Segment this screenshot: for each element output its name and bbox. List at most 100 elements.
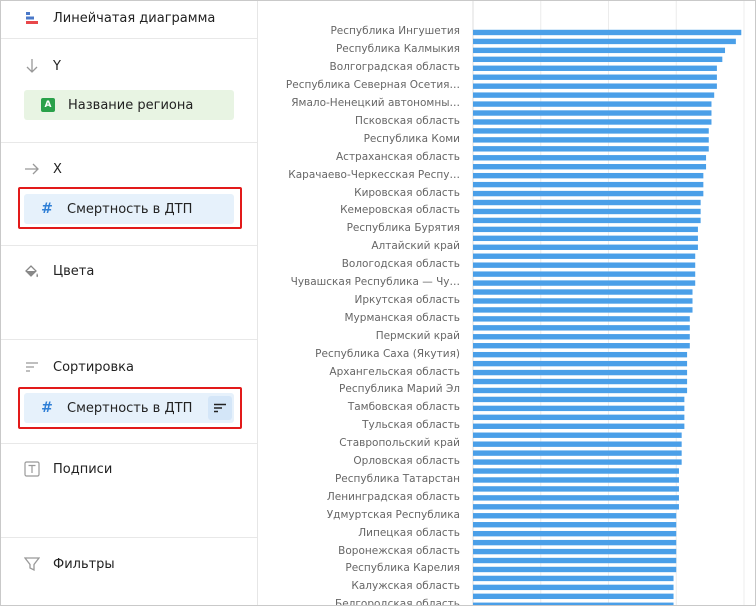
chart-bar[interactable]	[473, 101, 712, 107]
chart-bar[interactable]	[473, 146, 709, 152]
filters-section-label: Фильтры	[53, 556, 115, 572]
hash-icon: #	[41, 400, 53, 416]
chart-bar[interactable]	[473, 181, 704, 188]
chart-bar[interactable]	[473, 325, 690, 331]
chart-bar[interactable]	[473, 83, 717, 89]
chart-bar[interactable]	[473, 504, 679, 510]
category-label: Республика Марий Эл	[339, 383, 460, 396]
chart-bar[interactable]	[473, 307, 693, 313]
x-field-pill[interactable]: # Смертность в ДТП	[24, 194, 234, 224]
chart-bar[interactable]	[473, 190, 704, 197]
funnel-icon	[24, 556, 40, 572]
chart-bar[interactable]	[473, 298, 693, 304]
sort-lines-icon	[24, 359, 40, 375]
chart-bar[interactable]	[473, 262, 696, 268]
chart-bar[interactable]	[473, 459, 682, 465]
chart-bar[interactable]	[473, 235, 698, 242]
sort-field-pill[interactable]: # Смертность в ДТП	[24, 393, 234, 423]
chart-bar[interactable]	[473, 280, 696, 286]
labels-section: Подписи	[1, 444, 257, 538]
wizard-sidebar: Линейчатая диаграмма Y A Название регион…	[1, 1, 258, 605]
chart-bar[interactable]	[473, 65, 717, 71]
bar-chart-area: Республика Ингушетия Республика Калмыкия В…	[259, 1, 755, 605]
chart-bar[interactable]	[473, 110, 712, 116]
chart-bar[interactable]	[473, 253, 696, 259]
category-label: Липецкая область	[358, 526, 460, 539]
labels-section-header: Подписи	[24, 459, 112, 479]
chart-bar[interactable]	[473, 343, 690, 349]
chart-bar[interactable]	[473, 92, 715, 98]
chart-bar[interactable]	[473, 244, 698, 250]
chart-bar[interactable]	[473, 396, 685, 403]
sort-section: Сортировка # Смертность в ДТП	[1, 340, 257, 444]
chart-bar[interactable]	[473, 29, 742, 36]
chart-bar[interactable]	[473, 557, 677, 564]
chart-bar[interactable]	[473, 128, 709, 134]
chart-bar[interactable]	[473, 432, 682, 438]
chart-bar[interactable]	[473, 226, 698, 233]
chart-bar[interactable]	[473, 602, 674, 605]
chart-bar[interactable]	[473, 217, 701, 224]
chart-bar[interactable]	[473, 369, 688, 376]
chart-bar[interactable]	[473, 414, 685, 421]
category-label: Кировская область	[354, 186, 460, 199]
chart-bar[interactable]	[473, 468, 679, 474]
chart-bar[interactable]	[473, 378, 688, 385]
category-label: Ставропольский край	[339, 437, 460, 450]
chart-bar[interactable]	[473, 593, 674, 600]
chart-bar[interactable]	[473, 486, 679, 492]
dimension-type-badge: A	[41, 98, 55, 112]
chart-bar[interactable]	[473, 530, 677, 537]
chart-bar[interactable]	[473, 137, 709, 143]
chart-bar[interactable]	[473, 172, 704, 179]
chart-bar[interactable]	[473, 441, 682, 447]
category-label: Ленинградская область	[326, 490, 460, 503]
chart-bar[interactable]	[473, 522, 677, 528]
chart-bar[interactable]	[473, 495, 679, 501]
sort-order-button[interactable]	[208, 396, 232, 420]
chart-bar[interactable]	[473, 360, 688, 367]
y-field-pill[interactable]: A Название региона	[24, 90, 234, 120]
category-label: Чувашская Республика — Чу…	[290, 276, 460, 289]
y-section: Y A Название региона	[1, 39, 257, 143]
chart-type-selector[interactable]: Линейчатая диаграмма	[24, 8, 215, 28]
chart-bar[interactable]	[473, 477, 679, 483]
category-label: Воронежская область	[338, 544, 460, 557]
x-field-label: Смертность в ДТП	[67, 201, 193, 217]
category-label: Мурманская область	[344, 311, 461, 324]
category-label: Калужская область	[351, 580, 460, 593]
chart-bar[interactable]	[473, 47, 726, 54]
chart-bar[interactable]	[473, 38, 736, 45]
chart-bar[interactable]	[473, 164, 707, 170]
chart-bar[interactable]	[473, 575, 674, 582]
chart-bar[interactable]	[473, 513, 677, 519]
chart-bar[interactable]	[473, 155, 707, 161]
chart-bar[interactable]	[473, 450, 682, 456]
chart-bar[interactable]	[473, 334, 690, 340]
chart-bar[interactable]	[473, 405, 685, 412]
chart-bar[interactable]	[473, 56, 723, 63]
chart-bar[interactable]	[473, 74, 717, 80]
chart-bar[interactable]	[473, 387, 688, 394]
category-label: Республика Саха (Якутия)	[315, 347, 460, 360]
chart-bar[interactable]	[473, 119, 712, 125]
chart-bar[interactable]	[473, 423, 685, 429]
category-label: Республика Северная Осетия…	[285, 79, 460, 92]
chart-type-section[interactable]: Линейчатая диаграмма	[1, 1, 257, 39]
chart-bar[interactable]	[473, 271, 696, 277]
chart-bar[interactable]	[473, 539, 677, 546]
category-label: Республика Карелия	[345, 562, 460, 575]
chart-bar[interactable]	[473, 566, 677, 573]
category-label: Алтайский край	[371, 240, 460, 253]
chart-bar[interactable]	[473, 199, 701, 206]
category-label: Орловская область	[353, 455, 460, 468]
chart-bar[interactable]	[473, 208, 701, 215]
highlight-box-sort	[18, 387, 242, 429]
chart-bar[interactable]	[473, 316, 690, 322]
chart-bar[interactable]	[473, 289, 693, 295]
labels-section-label: Подписи	[53, 461, 113, 477]
chart-bar[interactable]	[473, 351, 688, 358]
colors-section-label: Цвета	[53, 263, 95, 279]
chart-bar[interactable]	[473, 584, 674, 591]
chart-bar[interactable]	[473, 548, 677, 555]
